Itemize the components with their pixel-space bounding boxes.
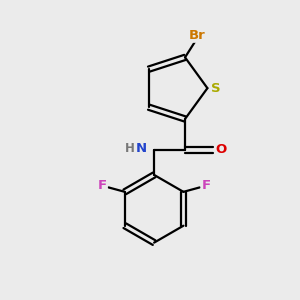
- Text: F: F: [202, 179, 211, 193]
- Text: F: F: [98, 179, 107, 193]
- Text: S: S: [211, 82, 220, 95]
- Text: H: H: [125, 142, 135, 155]
- Text: O: O: [216, 143, 227, 156]
- Text: Br: Br: [188, 29, 205, 42]
- Text: N: N: [136, 142, 147, 155]
